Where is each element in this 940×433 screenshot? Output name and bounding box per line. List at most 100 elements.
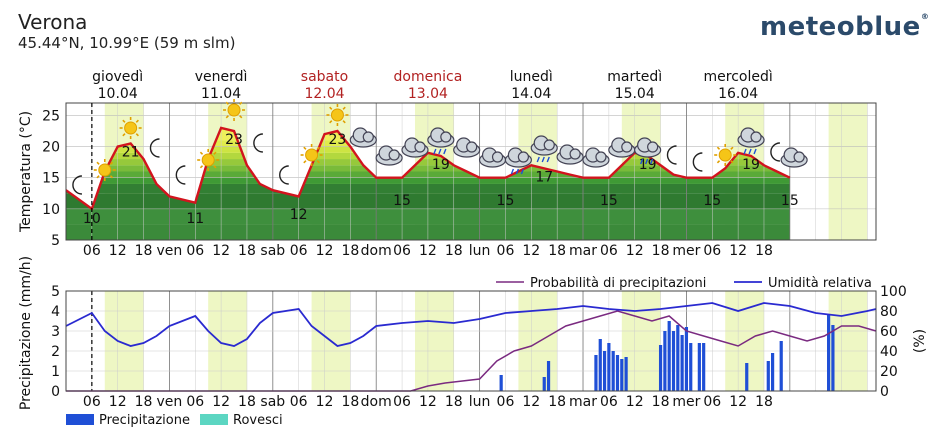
precip-bar	[615, 355, 620, 391]
meteoblue-logo: meteoblue®	[760, 12, 929, 42]
sun-ray	[225, 101, 229, 105]
cloud-puff	[621, 141, 633, 153]
x-tick-label: 06	[497, 243, 515, 259]
temp-axis-label: Temperatura (°C)	[18, 111, 34, 233]
cloud-puff	[388, 149, 400, 161]
moon-icon	[72, 175, 82, 195]
x-tick-label: 18	[652, 243, 670, 259]
x-tick-label: 18	[755, 243, 773, 259]
cloud-icon	[453, 137, 481, 158]
precip-tick-label: 4	[51, 304, 60, 320]
sun-ray	[225, 115, 229, 119]
daytime-band	[621, 291, 661, 391]
precip-bar	[611, 351, 615, 391]
sun-ray	[716, 160, 721, 164]
rain-drop	[438, 148, 442, 155]
rain-drop	[748, 148, 752, 155]
precip-bar	[680, 335, 684, 391]
day-date-label: 15.04	[615, 86, 655, 102]
x-tick-label: 12	[419, 394, 437, 410]
day-name-label: lunedì	[510, 69, 553, 85]
daytime-band	[104, 291, 144, 391]
x-tick-label: 06	[600, 394, 618, 410]
precip-bar	[624, 357, 628, 391]
sun-disc	[98, 163, 112, 177]
precip-bar	[546, 361, 551, 391]
precip-bar	[620, 359, 624, 391]
sun-icon	[93, 159, 116, 181]
precip-bar	[671, 331, 676, 391]
x-tick-label: 18	[548, 394, 566, 410]
rain-drop	[644, 158, 649, 165]
sun-icon	[714, 144, 737, 166]
day-date-label: 16.04	[718, 86, 758, 102]
cloud-icon	[427, 127, 455, 148]
rain-drop	[541, 156, 545, 163]
brand-mark: ®	[920, 12, 930, 21]
x-tick-label: 06	[703, 394, 721, 410]
precip-tick-label: 0	[51, 384, 60, 400]
precip-tick-label: 1	[51, 364, 60, 380]
temp-min-label: 15	[703, 193, 721, 209]
x-tick-label: 06	[600, 243, 618, 259]
x-tick-label: 06	[703, 243, 721, 259]
daytime-band	[414, 291, 454, 391]
legend-humidity-label: Umidità relativa	[768, 276, 872, 291]
x-tick-label: ven	[157, 243, 183, 259]
sun-ray	[199, 165, 204, 169]
sun-disc	[330, 108, 344, 122]
sun-ray	[730, 160, 734, 164]
sun-icon	[119, 117, 142, 139]
humidity-line	[65, 302, 877, 347]
cloud-puff	[362, 131, 374, 143]
legend-precip-swatch	[66, 414, 94, 425]
temp-color-band	[66, 177, 876, 184]
temp-min-label: 15	[600, 193, 618, 209]
x-tick-label: lun	[469, 243, 491, 259]
moon-icon	[149, 138, 160, 158]
sun-ray	[303, 160, 307, 164]
x-tick-label: 06	[290, 243, 308, 259]
cloud-puff	[491, 151, 504, 163]
percent-tick-label: 80	[880, 304, 898, 320]
percent-tick-label: 20	[880, 364, 898, 380]
day-name-label: domenica	[394, 69, 463, 85]
sun-disc	[305, 148, 319, 162]
temp-max-label: 23	[225, 132, 243, 148]
day-date-label: 14.04	[511, 86, 551, 102]
temp-tick-label: 10	[42, 202, 60, 218]
x-tick-label: 18	[548, 243, 566, 259]
percent-tick-label: 0	[880, 384, 889, 400]
daytime-band	[828, 103, 868, 240]
precip-bar	[499, 375, 503, 391]
temperature-line	[65, 126, 791, 211]
cloud-icon	[634, 137, 662, 158]
cloud-icon	[401, 137, 429, 158]
x-tick-label: mar	[569, 243, 597, 259]
x-tick-label: mer	[672, 243, 700, 259]
x-tick-label: 06	[186, 243, 204, 259]
moon-icon	[175, 165, 186, 185]
daytime-band	[208, 291, 247, 391]
sun-icon	[326, 104, 349, 126]
precip-bar	[702, 343, 706, 391]
precip-axis-label: Precipitazione (mm/h)	[18, 256, 34, 410]
x-tick-label: 12	[109, 243, 127, 259]
sun-ray	[122, 133, 126, 137]
x-tick-label: 12	[212, 394, 230, 410]
day-name-label: martedì	[607, 69, 662, 85]
precip-bar	[676, 325, 680, 391]
cloud-icon	[504, 147, 532, 168]
temp-tick-label: 15	[42, 171, 60, 187]
x-tick-label: 06	[186, 394, 204, 410]
daytime-band	[725, 291, 764, 391]
sun-ray	[213, 151, 217, 155]
temp-min-label: 11	[186, 211, 204, 227]
temp-min-label: 15	[393, 193, 411, 209]
x-tick-label: 18	[652, 394, 670, 410]
cloud-icon	[608, 137, 636, 158]
precip-tick-label: 2	[51, 344, 60, 360]
rain-drop	[753, 148, 757, 155]
x-tick-label: ven	[157, 394, 183, 410]
x-tick-label: 18	[238, 394, 256, 410]
